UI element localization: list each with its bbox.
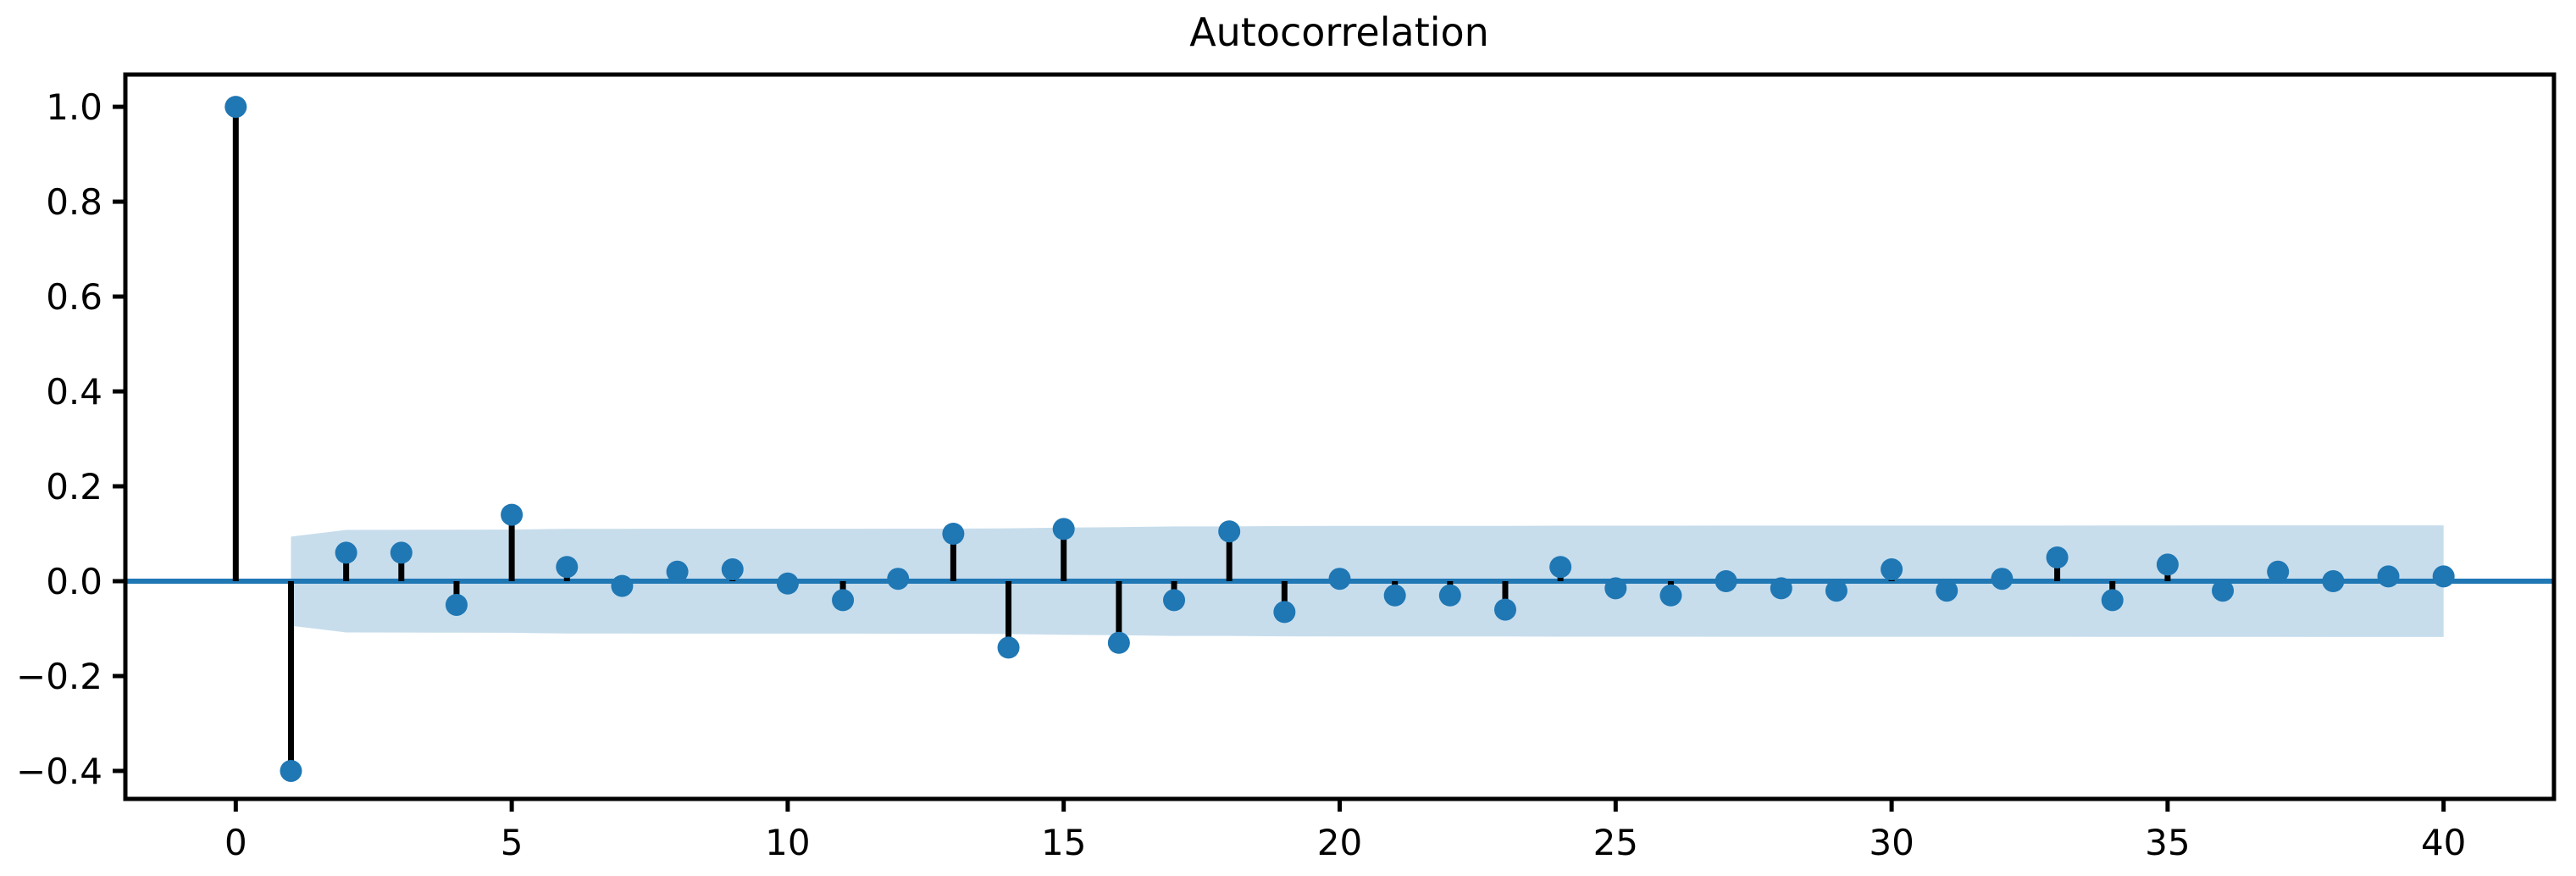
y-tick-label: −0.2 [16,656,102,697]
x-tick-label: 40 [2421,822,2466,863]
marker-lag-27 [1715,569,1737,592]
marker-lag-29 [1825,579,1848,602]
marker-lag-4 [445,593,468,616]
markers [224,96,2455,782]
marker-lag-34 [2101,589,2124,612]
marker-lag-5 [501,503,524,526]
marker-lag-12 [887,568,910,590]
marker-lag-24 [1549,556,1572,579]
marker-lag-21 [1383,584,1406,607]
marker-lag-40 [2432,565,2455,588]
marker-lag-31 [1936,579,1958,602]
marker-lag-14 [997,636,1020,659]
x-tick-label: 25 [1593,822,1638,863]
marker-lag-25 [1604,577,1627,600]
y-axis: 1.0 0.8 0.6 0.4 0.2 0.0 −0.2 −0.4 [16,86,125,792]
marker-lag-8 [666,560,689,583]
marker-lag-28 [1770,577,1792,600]
marker-lag-39 [2377,565,2400,588]
y-tick-label: 0.4 [46,371,102,413]
marker-lag-22 [1438,584,1461,607]
marker-lag-15 [1052,518,1075,541]
y-tick-label: 0.2 [46,466,102,507]
marker-lag-17 [1163,589,1186,612]
marker-lag-18 [1218,520,1241,543]
marker-lag-13 [942,523,965,546]
marker-lag-3 [390,541,413,564]
x-tick-label: 30 [1869,822,1914,863]
x-tick-label: 35 [2145,822,2190,863]
y-tick-label: 1.0 [46,86,102,128]
plot-border [123,72,2557,801]
stems [232,107,2447,771]
marker-lag-6 [556,556,579,579]
marker-lag-36 [2212,579,2235,602]
marker-lag-32 [1991,568,2014,590]
marker-lag-30 [1881,557,1903,580]
x-tick-label: 5 [501,822,524,863]
marker-lag-7 [611,574,634,597]
marker-lag-37 [2267,560,2290,583]
marker-lag-26 [1659,584,1682,607]
marker-lag-33 [2046,546,2069,568]
y-tick-label: −0.4 [16,751,102,792]
x-tick-label: 20 [1317,822,1362,863]
marker-lag-11 [832,589,855,612]
marker-lag-0 [224,96,247,119]
marker-lag-20 [1328,568,1351,590]
x-tick-label: 0 [224,822,247,863]
x-tick-label: 15 [1041,822,1086,863]
marker-lag-23 [1493,598,1516,621]
y-tick-label: 0.0 [46,561,102,602]
marker-lag-10 [776,572,799,595]
marker-lag-38 [2322,569,2345,592]
marker-lag-19 [1273,601,1296,624]
marker-lag-2 [335,541,357,564]
y-tick-label: 0.8 [46,181,102,223]
marker-lag-1 [280,759,302,782]
marker-lag-16 [1107,631,1130,654]
marker-lag-35 [2156,553,2179,576]
x-axis: 0 5 10 15 20 25 30 35 40 [224,799,2466,863]
marker-lag-9 [721,557,744,580]
y-tick-label: 0.6 [46,276,102,318]
chart-title: Autocorrelation [1189,9,1489,55]
x-tick-label: 10 [765,822,810,863]
